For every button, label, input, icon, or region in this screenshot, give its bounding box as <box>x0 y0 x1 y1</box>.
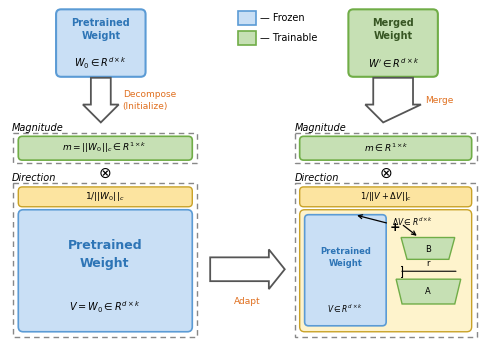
Bar <box>238 11 256 25</box>
FancyBboxPatch shape <box>304 215 386 326</box>
Text: $\Delta V \in R^{d\times k}$: $\Delta V \in R^{d\times k}$ <box>392 215 433 228</box>
Bar <box>295 133 477 163</box>
Polygon shape <box>396 279 461 304</box>
Text: $m = ||W_0||_c \in R^{1\times k}$: $m = ||W_0||_c \in R^{1\times k}$ <box>62 141 147 156</box>
Bar <box>295 183 477 337</box>
Bar <box>14 183 197 337</box>
Text: Merged
Weight: Merged Weight <box>372 18 414 41</box>
FancyBboxPatch shape <box>18 210 192 332</box>
FancyBboxPatch shape <box>18 136 192 160</box>
Text: Pretrained
Weight: Pretrained Weight <box>320 247 371 268</box>
Text: $V = W_0 \in R^{d\times k}$: $V = W_0 \in R^{d\times k}$ <box>69 299 140 315</box>
Bar <box>14 133 197 163</box>
Bar <box>238 31 256 45</box>
Text: Adapt: Adapt <box>234 296 260 306</box>
FancyBboxPatch shape <box>300 210 472 332</box>
FancyBboxPatch shape <box>300 136 472 160</box>
Polygon shape <box>83 78 119 122</box>
Text: $m \in R^{1\times k}$: $m \in R^{1\times k}$ <box>364 142 408 155</box>
Text: +: + <box>390 221 400 234</box>
Text: A: A <box>425 287 431 296</box>
Text: Decompose
(Initialize): Decompose (Initialize) <box>122 90 176 111</box>
Polygon shape <box>210 250 285 289</box>
Text: ⊗: ⊗ <box>380 165 393 181</box>
FancyBboxPatch shape <box>300 187 472 207</box>
FancyBboxPatch shape <box>56 9 146 77</box>
Text: $W' \in R^{d\times k}$: $W' \in R^{d\times k}$ <box>367 56 419 70</box>
Text: $1/||W_0||_c$: $1/||W_0||_c$ <box>85 190 124 203</box>
Text: — Frozen: — Frozen <box>260 13 304 23</box>
Text: Merge: Merge <box>425 96 454 105</box>
Polygon shape <box>401 238 455 259</box>
Text: Pretrained
Weight: Pretrained Weight <box>67 239 142 270</box>
Text: $W_0 \in R^{d\times k}$: $W_0 \in R^{d\times k}$ <box>75 55 127 71</box>
Text: Pretrained
Weight: Pretrained Weight <box>72 18 130 41</box>
FancyBboxPatch shape <box>348 9 438 77</box>
Text: Magnitude: Magnitude <box>11 123 63 133</box>
Text: Direction: Direction <box>11 173 56 183</box>
Text: Magnitude: Magnitude <box>295 123 347 133</box>
Text: ⊗: ⊗ <box>98 165 111 181</box>
Text: $1/||V + \Delta V||_c$: $1/||V + \Delta V||_c$ <box>360 190 412 203</box>
Polygon shape <box>365 78 421 122</box>
FancyBboxPatch shape <box>18 187 192 207</box>
Text: — Trainable: — Trainable <box>260 33 318 43</box>
Text: B: B <box>425 245 431 254</box>
Text: Direction: Direction <box>295 173 339 183</box>
Text: $V \in R^{d\times k}$: $V \in R^{d\times k}$ <box>327 303 363 315</box>
Text: r: r <box>426 259 430 268</box>
